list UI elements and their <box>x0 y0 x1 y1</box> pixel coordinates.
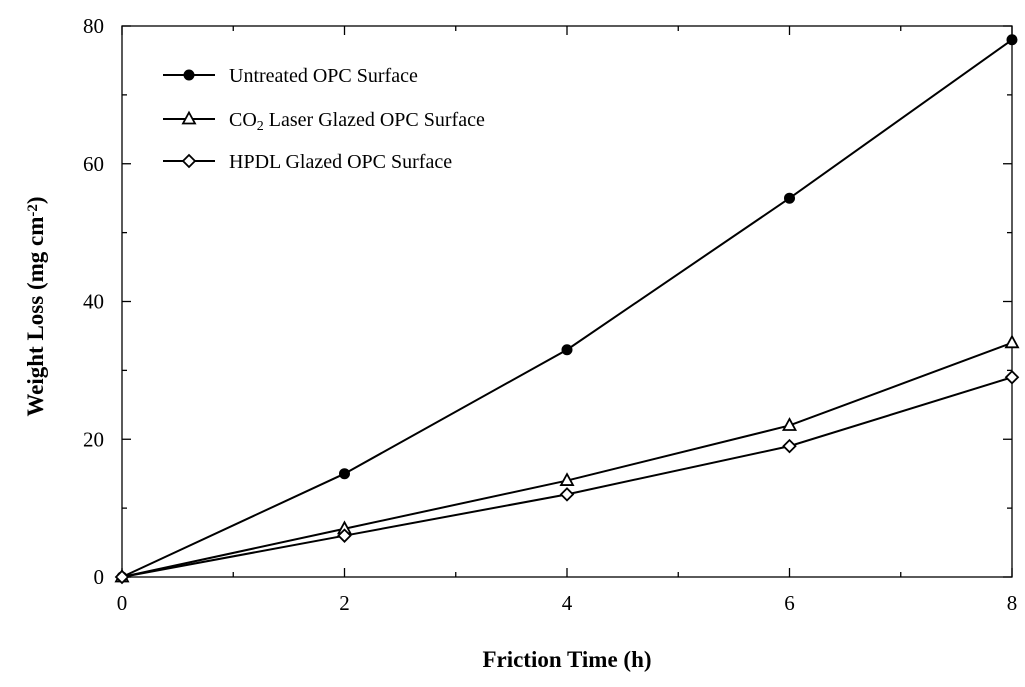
series-2 <box>114 334 1020 583</box>
data-point <box>1004 369 1020 385</box>
legend-item-2: CO2 Laser Glazed OPC Surface <box>163 109 485 134</box>
data-point <box>337 528 352 543</box>
x-tick-label: 8 <box>1007 591 1018 615</box>
data-point <box>339 468 350 480</box>
series-line <box>121 341 1013 578</box>
y-axis-title-superscript: -2 <box>25 204 41 217</box>
legend-item-3: HPDL Glazed OPC Surface <box>163 151 452 173</box>
legend-label: CO2 Laser Glazed OPC Surface <box>229 109 485 134</box>
y-tick-label: 80 <box>83 14 104 38</box>
y-tick-label: 0 <box>94 565 105 589</box>
y-axis-title-prefix: Weight Loss (mg cm <box>23 217 48 417</box>
legend-label: HPDL Glazed OPC Surface <box>229 151 452 173</box>
legend-marker <box>181 153 197 169</box>
legend-label-part: Untreated OPC Surface <box>229 65 418 87</box>
data-point <box>1004 334 1020 349</box>
data-point <box>559 487 575 502</box>
x-axis-title: Friction Time (h) <box>482 647 651 672</box>
x-tick-label: 2 <box>339 591 350 615</box>
data-point <box>784 192 795 204</box>
legend-label-part: 2 <box>257 119 264 134</box>
data-point <box>782 438 797 454</box>
legend-marker <box>181 110 197 125</box>
data-point <box>559 472 575 486</box>
y-axis-title: Weight Loss (mg cm-2) <box>23 196 48 416</box>
x-tick-label: 6 <box>784 591 795 615</box>
data-point <box>1006 34 1018 46</box>
legend-item-1: Untreated OPC Surface <box>163 65 418 87</box>
y-axis-title-suffix: ) <box>23 196 48 204</box>
y-tick-label: 60 <box>83 152 104 176</box>
legend-label-part: Laser Glazed OPC Surface <box>264 109 485 131</box>
y-tick-label: 20 <box>83 427 104 451</box>
legend-label-part: CO <box>229 109 257 131</box>
y-tick-label: 40 <box>83 290 104 314</box>
legend-marker <box>183 69 195 81</box>
data-point <box>561 344 573 356</box>
x-tick-label: 4 <box>562 591 573 615</box>
x-tick-label: 0 <box>117 591 128 615</box>
series-3 <box>114 369 1020 585</box>
data-point <box>114 569 130 585</box>
legend-label: Untreated OPC Surface <box>229 65 418 87</box>
legend-label-part: HPDL Glazed OPC Surface <box>229 151 452 173</box>
data-point <box>781 417 798 431</box>
